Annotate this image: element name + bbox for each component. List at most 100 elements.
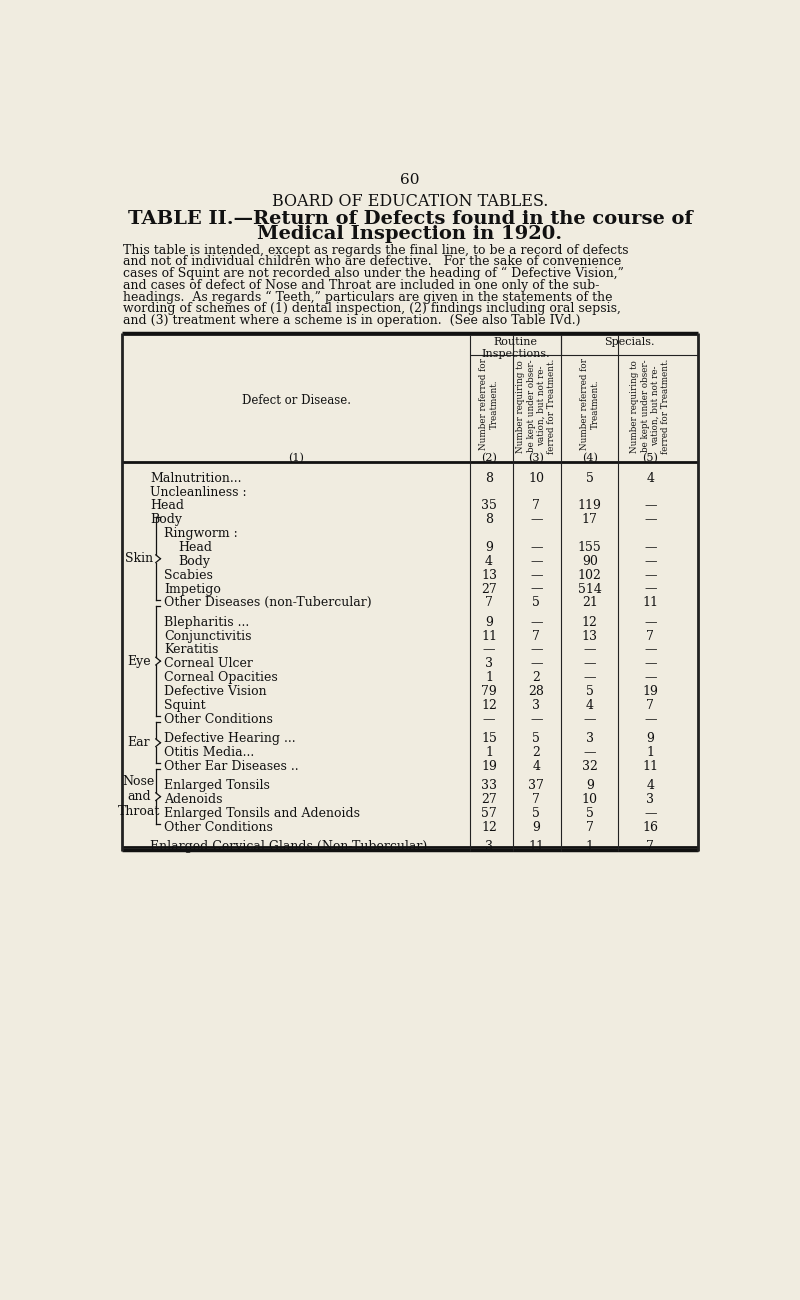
- Text: 7: 7: [586, 820, 594, 833]
- Text: —: —: [644, 541, 657, 554]
- Text: 19: 19: [642, 685, 658, 698]
- Text: 12: 12: [481, 699, 497, 712]
- Text: BOARD OF EDUCATION TABLES.: BOARD OF EDUCATION TABLES.: [272, 192, 548, 211]
- Text: 119: 119: [578, 499, 602, 512]
- Text: 7: 7: [646, 840, 654, 853]
- Text: 28: 28: [528, 685, 544, 698]
- Text: (1): (1): [288, 452, 304, 463]
- Text: —: —: [530, 658, 542, 671]
- Text: —: —: [483, 644, 495, 656]
- Text: Defective Hearing ...: Defective Hearing ...: [164, 732, 296, 745]
- Text: 57: 57: [481, 806, 497, 820]
- Text: Corneal Ulcer: Corneal Ulcer: [164, 658, 253, 671]
- Text: 10: 10: [582, 793, 598, 806]
- Text: 9: 9: [485, 541, 493, 554]
- Text: Blepharitis ...: Blepharitis ...: [164, 616, 250, 629]
- Text: 1: 1: [646, 746, 654, 759]
- Text: Number requiring to
be kept under obser-
vation, but not re-
ferred for Treatmen: Number requiring to be kept under obser-…: [630, 359, 670, 454]
- Text: —: —: [530, 568, 542, 581]
- Text: —: —: [644, 568, 657, 581]
- Text: —: —: [583, 658, 596, 671]
- Text: 4: 4: [485, 555, 493, 568]
- Text: TABLE II.—Return of Defects found in the course of: TABLE II.—Return of Defects found in the…: [128, 209, 692, 228]
- Text: Enlarged Tonsils and Adenoids: Enlarged Tonsils and Adenoids: [164, 806, 360, 820]
- Text: Uncleanliness :: Uncleanliness :: [150, 486, 247, 499]
- Text: (4): (4): [582, 452, 598, 463]
- Text: headings.  As regards “ Teeth,” particulars are given in the statements of the: headings. As regards “ Teeth,” particula…: [123, 291, 613, 304]
- Text: 7: 7: [646, 629, 654, 642]
- Text: 7: 7: [646, 699, 654, 712]
- Text: 9: 9: [646, 732, 654, 745]
- Text: Number requiring to
be kept under obser-
vation, but not re-
ferred for Treatmen: Number requiring to be kept under obser-…: [516, 359, 557, 454]
- Text: Adenoids: Adenoids: [164, 793, 223, 806]
- Text: Other Conditions: Other Conditions: [164, 712, 273, 725]
- Text: 7: 7: [532, 793, 540, 806]
- Text: 11: 11: [481, 629, 497, 642]
- Text: 5: 5: [532, 732, 540, 745]
- Text: 16: 16: [642, 820, 658, 833]
- Text: 2: 2: [532, 671, 540, 684]
- Text: —: —: [644, 616, 657, 629]
- Text: and not of individual children who are defective.   For the sake of convenience: and not of individual children who are d…: [123, 256, 622, 269]
- Text: 12: 12: [582, 616, 598, 629]
- Text: Skin: Skin: [125, 552, 153, 566]
- Text: 1: 1: [485, 746, 493, 759]
- Text: 5: 5: [532, 806, 540, 820]
- Text: —: —: [583, 671, 596, 684]
- Text: Nose
and
Throat: Nose and Throat: [118, 775, 160, 818]
- Text: —: —: [583, 746, 596, 759]
- Text: Routine
Inspections.: Routine Inspections.: [482, 337, 550, 359]
- Text: —: —: [644, 644, 657, 656]
- Text: Head: Head: [178, 541, 212, 554]
- Text: 13: 13: [582, 629, 598, 642]
- Text: Conjunctivitis: Conjunctivitis: [164, 629, 252, 642]
- Text: 9: 9: [485, 616, 493, 629]
- Text: 514: 514: [578, 582, 602, 595]
- Text: Corneal Opacities: Corneal Opacities: [164, 671, 278, 684]
- Text: 37: 37: [528, 779, 544, 792]
- Text: —: —: [530, 616, 542, 629]
- Text: 60: 60: [400, 173, 420, 187]
- Text: Body: Body: [178, 555, 210, 568]
- Text: Number referred for
Treatment.: Number referred for Treatment.: [479, 359, 498, 450]
- Text: 7: 7: [532, 629, 540, 642]
- Text: 1: 1: [485, 671, 493, 684]
- Text: 17: 17: [582, 514, 598, 526]
- Text: —: —: [644, 514, 657, 526]
- Text: —: —: [583, 712, 596, 725]
- Text: 79: 79: [481, 685, 497, 698]
- Text: 12: 12: [481, 820, 497, 833]
- Text: 27: 27: [481, 582, 497, 595]
- Text: 3: 3: [485, 840, 493, 853]
- Text: and (3) treatment where a scheme is in operation.  (See also Table IVd.): and (3) treatment where a scheme is in o…: [123, 315, 581, 328]
- Text: 8: 8: [485, 514, 493, 526]
- Text: —: —: [644, 499, 657, 512]
- Text: 5: 5: [586, 806, 594, 820]
- Text: 7: 7: [532, 499, 540, 512]
- Text: Enlarged Cervical Glands (Non-Tubercular): Enlarged Cervical Glands (Non-Tubercular…: [150, 840, 428, 853]
- Text: Head: Head: [150, 499, 184, 512]
- Text: Otitis Media...: Otitis Media...: [164, 746, 254, 759]
- Text: Malnutrition...: Malnutrition...: [150, 472, 242, 485]
- Text: Impetigo: Impetigo: [164, 582, 221, 595]
- Text: Eye: Eye: [127, 655, 150, 668]
- Text: 15: 15: [481, 732, 497, 745]
- Text: 4: 4: [532, 759, 540, 772]
- Text: (2): (2): [481, 452, 497, 463]
- Text: and cases of defect of Nose and Throat are included in one only of the sub-: and cases of defect of Nose and Throat a…: [123, 280, 600, 292]
- Text: Body: Body: [150, 514, 182, 526]
- Text: —: —: [644, 658, 657, 671]
- Text: 155: 155: [578, 541, 602, 554]
- Text: 10: 10: [528, 472, 544, 485]
- Text: Defect or Disease.: Defect or Disease.: [242, 394, 350, 407]
- Text: —: —: [530, 712, 542, 725]
- Text: Defective Vision: Defective Vision: [164, 685, 267, 698]
- Text: —: —: [644, 582, 657, 595]
- Text: 11: 11: [528, 840, 544, 853]
- Text: This table is intended, except as regards the final line, to be a record of defe: This table is intended, except as regard…: [123, 244, 629, 257]
- Text: 19: 19: [481, 759, 497, 772]
- Text: Specials.: Specials.: [605, 337, 655, 347]
- Text: wording of schemes of (1) dental inspection, (2) findings including oral sepsis,: wording of schemes of (1) dental inspect…: [123, 303, 621, 316]
- Text: 9: 9: [532, 820, 540, 833]
- Text: 13: 13: [481, 568, 497, 581]
